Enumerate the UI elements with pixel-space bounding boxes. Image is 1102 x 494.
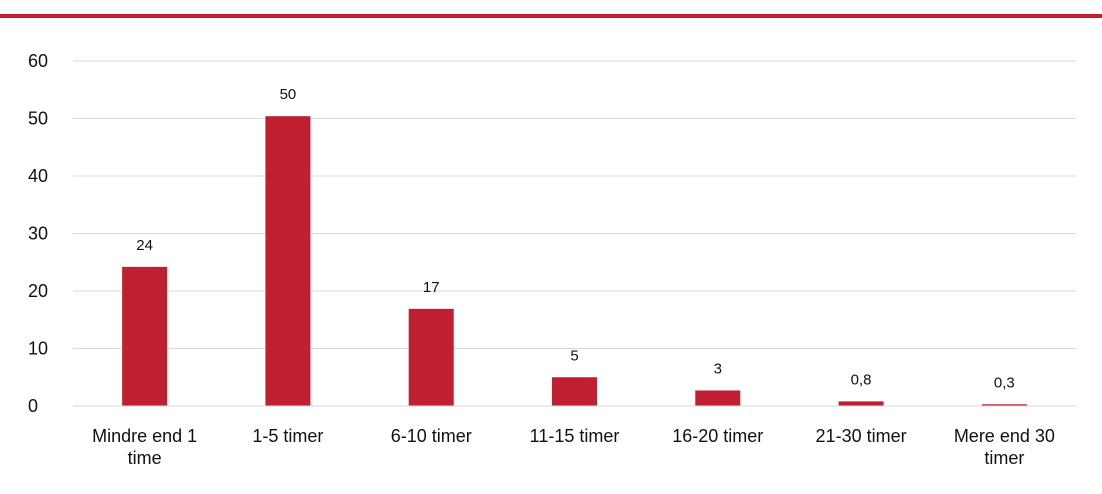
x-category-label-line: Mindre end 1 bbox=[92, 426, 197, 446]
x-category-label: Mindre end 1 time bbox=[92, 426, 197, 468]
y-tick-label: 50 bbox=[28, 109, 48, 129]
x-category-label: Mere end 30 timer bbox=[954, 426, 1055, 468]
bar bbox=[265, 116, 311, 406]
x-category-label-line: time bbox=[128, 448, 162, 468]
y-tick-label: 10 bbox=[28, 339, 48, 359]
x-category-label: 16-20 timer bbox=[672, 426, 763, 446]
x-category-label-line: 21-30 timer bbox=[816, 426, 907, 446]
x-category-label: 6-10 timer bbox=[391, 426, 472, 446]
data-label: 5 bbox=[570, 347, 578, 364]
data-label: 17 bbox=[423, 279, 440, 296]
data-label: 3 bbox=[714, 360, 722, 377]
x-category-label: 21-30 timer bbox=[816, 426, 907, 446]
data-label: 50 bbox=[280, 86, 297, 103]
bar bbox=[838, 401, 884, 406]
top-accent-rule bbox=[0, 14, 1102, 18]
x-category-label-line: 6-10 timer bbox=[391, 426, 472, 446]
x-category-label-line: 1-5 timer bbox=[252, 426, 323, 446]
y-tick-label: 0 bbox=[28, 396, 38, 416]
y-tick-label: 40 bbox=[28, 166, 48, 186]
x-category-label-line: 16-20 timer bbox=[672, 426, 763, 446]
bar bbox=[408, 308, 454, 406]
x-category-label: 11-15 timer bbox=[530, 426, 620, 446]
bar bbox=[695, 390, 741, 406]
data-label: 24 bbox=[136, 237, 153, 254]
y-tick-label: 30 bbox=[28, 224, 48, 244]
x-category-label-line: Mere end 30 bbox=[954, 426, 1055, 446]
bar bbox=[981, 404, 1027, 406]
data-label: 0,3 bbox=[994, 374, 1015, 391]
x-category-label-line: timer bbox=[984, 448, 1024, 468]
data-label: 0,8 bbox=[851, 371, 872, 388]
y-tick-label: 60 bbox=[28, 51, 48, 71]
bar bbox=[552, 377, 597, 406]
y-tick-label: 20 bbox=[28, 281, 48, 301]
x-category-label: 1-5 timer bbox=[252, 426, 323, 446]
x-category-label-line: 11-15 timer bbox=[530, 426, 620, 446]
bar bbox=[122, 266, 168, 406]
